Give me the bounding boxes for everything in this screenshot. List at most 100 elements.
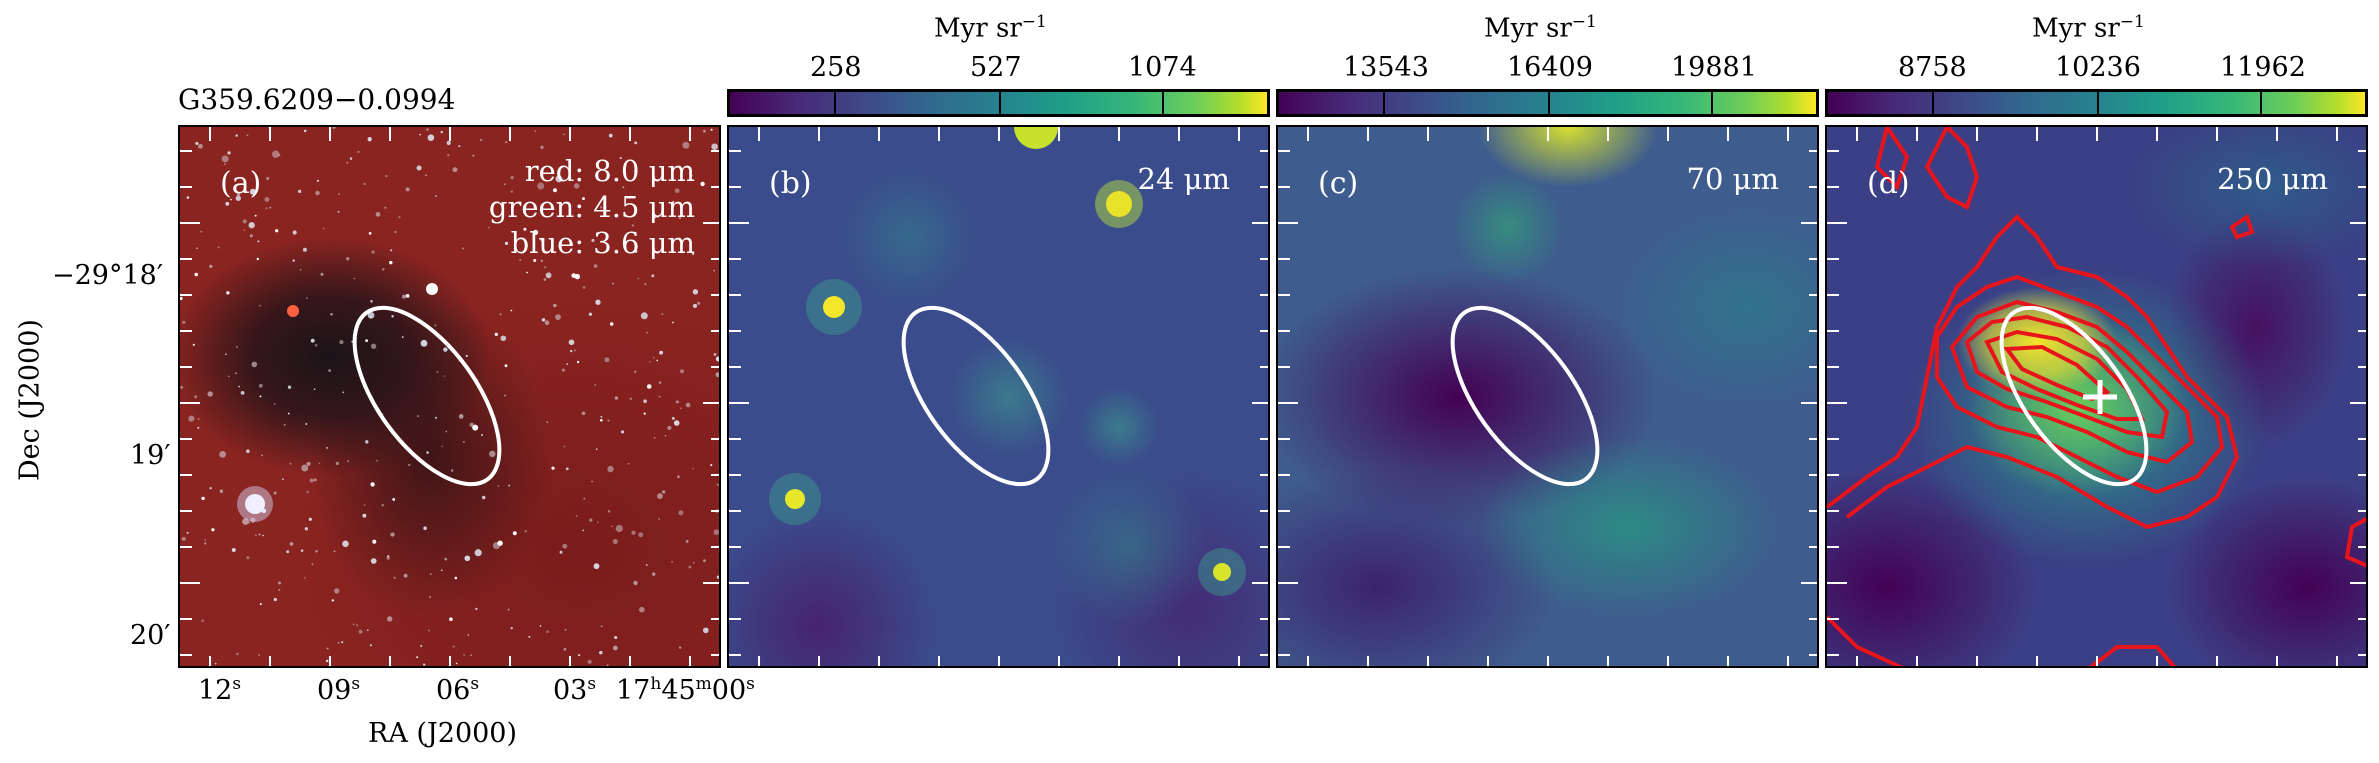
star — [528, 635, 531, 638]
star — [651, 572, 656, 576]
star — [318, 462, 321, 465]
star — [615, 524, 623, 533]
star — [544, 320, 550, 325]
star — [394, 231, 397, 233]
star — [715, 356, 719, 362]
bright-star — [245, 494, 265, 514]
axis-ticks — [729, 127, 1268, 666]
point-source — [785, 489, 805, 509]
star — [475, 607, 478, 611]
star — [393, 576, 396, 579]
star — [426, 128, 429, 131]
star — [375, 212, 381, 217]
panel-label-c: (c) — [1318, 166, 1359, 201]
x-tick-label: 12s — [198, 676, 241, 705]
star — [503, 183, 506, 186]
star — [367, 311, 375, 319]
star — [370, 482, 375, 487]
star — [345, 257, 350, 261]
bright-star — [426, 283, 438, 295]
star — [555, 314, 561, 320]
colorbar-tick-label: 10236 — [2055, 52, 2141, 83]
star — [278, 588, 281, 592]
star — [365, 339, 368, 342]
star — [347, 460, 350, 463]
star — [581, 411, 586, 416]
star — [455, 667, 458, 668]
x-tick-value: 09 — [317, 675, 352, 706]
star — [311, 563, 314, 566]
colorbar-unit: Myr sr — [934, 13, 1022, 44]
star — [286, 550, 290, 554]
star — [257, 240, 260, 243]
panel-label-b: (b) — [769, 166, 812, 201]
star — [313, 478, 317, 482]
star — [600, 625, 603, 628]
star — [573, 349, 576, 352]
star — [609, 322, 614, 326]
x-tick-value: 06 — [436, 675, 471, 706]
star — [386, 556, 390, 560]
colorbar-tick-label: 527 — [970, 52, 1022, 83]
y-tick-label: 19′ — [130, 440, 171, 471]
star — [570, 349, 573, 353]
star — [612, 282, 614, 285]
star — [713, 269, 716, 272]
star — [381, 503, 384, 507]
star — [264, 196, 270, 203]
star — [563, 133, 565, 136]
star — [595, 299, 601, 305]
star — [519, 258, 522, 261]
star — [287, 412, 290, 415]
star — [678, 217, 681, 220]
star — [510, 627, 513, 630]
star — [700, 181, 705, 187]
star — [371, 250, 375, 254]
star — [667, 425, 672, 430]
star — [563, 445, 566, 448]
star — [540, 259, 544, 263]
x-tick-label: 09s — [317, 675, 360, 706]
star — [671, 416, 675, 420]
colorbar-tick — [1548, 92, 1550, 114]
star — [363, 504, 366, 506]
star — [594, 383, 597, 386]
star — [565, 467, 569, 471]
star — [334, 588, 340, 594]
star — [497, 540, 503, 546]
star — [524, 530, 527, 533]
star — [362, 513, 367, 518]
star — [568, 339, 575, 346]
colorbar-tick-label: 13543 — [1343, 52, 1429, 83]
star — [646, 384, 652, 389]
x-tick-value: 00 — [711, 675, 747, 706]
star — [246, 556, 250, 560]
star — [262, 534, 264, 537]
star — [497, 484, 500, 487]
star — [230, 198, 232, 201]
star — [365, 440, 369, 444]
star — [190, 665, 191, 666]
star — [604, 357, 610, 363]
star — [227, 151, 231, 155]
star — [713, 529, 719, 536]
band-label-b: 24 μm — [1137, 162, 1230, 196]
star — [599, 418, 603, 422]
star — [449, 617, 453, 621]
star — [458, 414, 464, 419]
star — [403, 573, 408, 578]
star — [219, 451, 226, 458]
axis-ticks — [1278, 127, 1817, 666]
star — [211, 528, 215, 532]
star — [634, 141, 638, 145]
star — [595, 448, 598, 451]
star — [583, 497, 586, 500]
band-label-d: 250 μm — [2217, 162, 2328, 196]
star — [316, 179, 319, 182]
star — [614, 635, 618, 640]
star — [258, 653, 261, 657]
star — [273, 403, 276, 405]
star — [315, 550, 318, 553]
star — [440, 569, 443, 572]
band-label-c: 70 μm — [1686, 162, 1779, 196]
